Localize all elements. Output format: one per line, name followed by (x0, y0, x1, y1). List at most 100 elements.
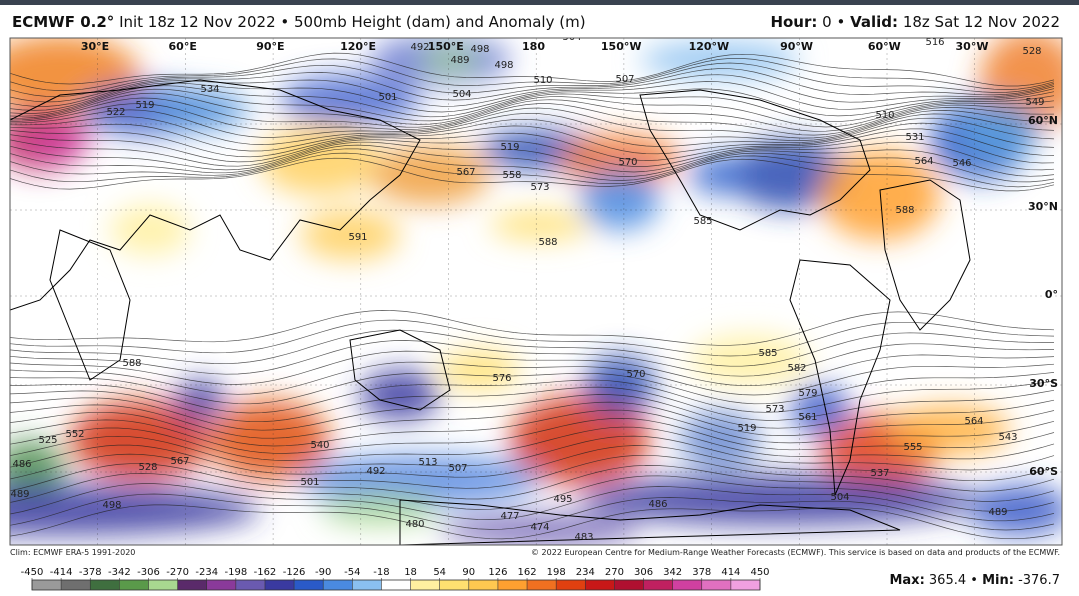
contour-line (10, 152, 1055, 188)
model: ECMWF 0.2° (12, 13, 114, 31)
longitude-label: 150°W (601, 40, 642, 53)
colorbar-tick-label: 54 (433, 567, 446, 578)
contour-line (10, 319, 1055, 357)
contour-label: 501 (378, 92, 397, 103)
contour-line (10, 409, 1055, 447)
contour-label: 492 (410, 42, 429, 53)
colorbar-segment (527, 580, 557, 590)
contour-label: 555 (903, 442, 922, 453)
contour-label: 525 (38, 435, 57, 446)
contour-label: 486 (12, 459, 31, 470)
anomaly-region (730, 140, 850, 210)
longitude-label: 60°E (169, 40, 197, 53)
colorbar-tick-label: -126 (283, 567, 306, 578)
contour-label: 585 (758, 348, 777, 359)
contour-line (10, 81, 1055, 113)
contour-label: 519 (737, 423, 756, 434)
contour-label: 513 (418, 457, 437, 468)
colorbar-segment (585, 580, 615, 590)
contour-label: 567 (170, 456, 189, 467)
anomaly-region (300, 455, 540, 505)
anomaly-region (175, 380, 225, 420)
contour-line (10, 483, 1055, 522)
anomaly-region (280, 75, 420, 125)
colorbar-tick-label: 270 (605, 567, 624, 578)
contour-line (10, 435, 1055, 471)
contour-line (10, 62, 1055, 98)
contour-line (10, 58, 1055, 91)
latitude-label: 60°N (1028, 114, 1058, 127)
contour-line (10, 426, 1055, 461)
contour-line (10, 92, 1055, 128)
anomaly-region (690, 335, 810, 385)
contour-label: 537 (870, 468, 889, 479)
contour-label: 573 (530, 182, 549, 193)
contour-label: 549 (1025, 97, 1044, 108)
colorbar-segment (90, 580, 120, 590)
contour-label: 534 (200, 84, 219, 95)
colorbar-tick-label: -414 (50, 567, 73, 578)
colorbar-segment (32, 580, 62, 590)
contour-line (10, 103, 1055, 136)
contour-labels: 4894984924985105045045075225195345015195… (10, 37, 1044, 543)
contour-label: 576 (492, 373, 511, 384)
longitude-label: 60°W (868, 40, 901, 53)
colorbar-tick-label: -378 (79, 567, 102, 578)
contour-label: 588 (895, 205, 914, 216)
colorbar-tick-label: 162 (517, 567, 536, 578)
contour-label: 591 (348, 232, 367, 243)
contour-line (10, 453, 1055, 492)
colorbar-tick-label: 90 (462, 567, 475, 578)
contour-line (10, 350, 1055, 387)
contour-label: 570 (618, 157, 637, 168)
colorbar-tick-label: -162 (254, 567, 277, 578)
contour-label: 489 (988, 507, 1007, 518)
latitude-label: 30°N (1028, 200, 1058, 213)
colorbar-tick-label: 126 (488, 567, 507, 578)
contour-line (10, 372, 1055, 405)
contour-line (10, 88, 1055, 123)
contour-label: 510 (875, 110, 894, 121)
contour-label: 495 (553, 494, 572, 505)
colorbar-tick-label: 198 (547, 567, 566, 578)
contour-label: 504 (452, 89, 471, 100)
map-border (9, 37, 1063, 546)
max-label: Max: (889, 573, 924, 588)
anomaly-region (300, 210, 400, 260)
contour-label: 558 (502, 170, 521, 181)
contour-line (10, 117, 1055, 152)
anomaly-region (110, 205, 190, 255)
contour-label: 507 (615, 74, 634, 85)
colorbar-segment (468, 580, 498, 590)
colorbar-segment (177, 580, 207, 590)
header-left: ECMWF 0.2° Init 18z 12 Nov 2022 • 500mb … (12, 13, 586, 31)
anomaly-region (420, 48, 480, 72)
colorbar-tick-label: -450 (21, 567, 44, 578)
hour: 0 • (822, 13, 845, 31)
contour-line (10, 329, 1055, 367)
contour-label: 567 (456, 167, 475, 178)
colorbar-segment (439, 580, 469, 590)
colorbar-tick-label: 306 (634, 567, 653, 578)
colorbar-tick-label: -234 (195, 567, 218, 578)
anomaly-region (490, 210, 590, 240)
contour-line (10, 141, 1055, 173)
contour-label: 501 (300, 477, 319, 488)
contour-line (10, 418, 1055, 454)
latitude-labels: 60°N 30°N 0° 30°S 60°S (1028, 114, 1058, 478)
contour-label: 516 (925, 37, 944, 48)
contour-label: 528 (138, 462, 157, 473)
colorbar-tick-label: -270 (166, 567, 189, 578)
contour-line (10, 85, 1055, 118)
contour-label: 498 (102, 500, 121, 511)
contour-line (10, 107, 1055, 139)
contour-label: 486 (648, 499, 667, 510)
contour-line (10, 401, 1055, 439)
contour-label: 582 (787, 363, 806, 374)
colorbar-segment (294, 580, 324, 590)
colorbar-segment (206, 580, 236, 590)
anomaly-region (580, 170, 660, 230)
colorbar-segment (672, 580, 702, 590)
colorbar-tick-label: -306 (137, 567, 160, 578)
